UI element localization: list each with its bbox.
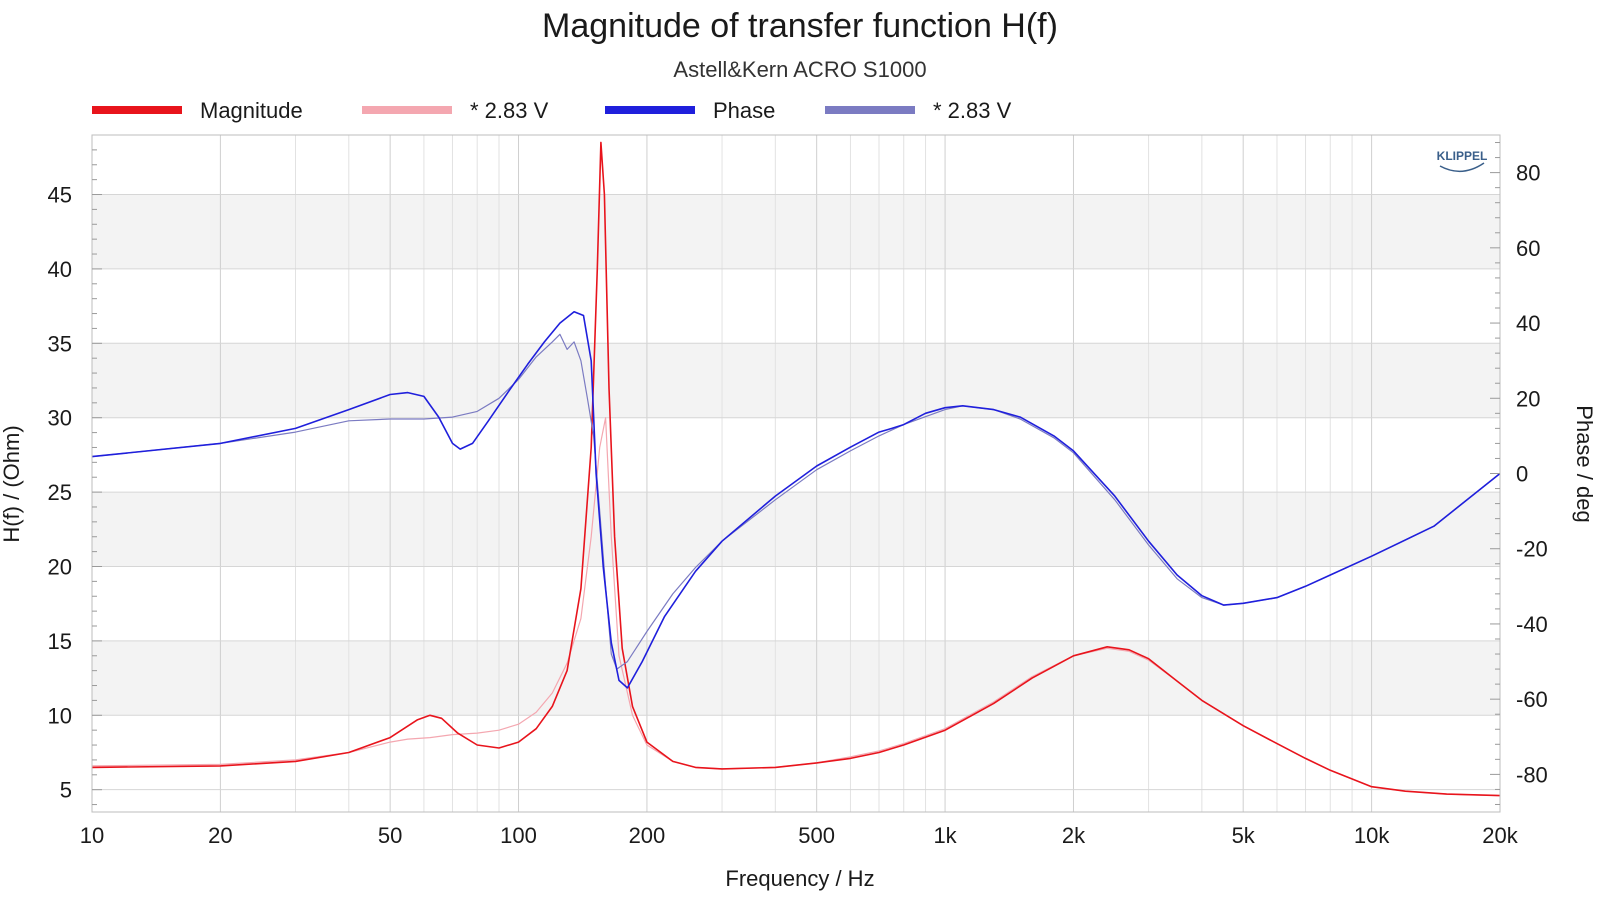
y-right-tick-label: -20 bbox=[1516, 537, 1548, 562]
y-right-tick-label: 60 bbox=[1516, 236, 1540, 261]
grid bbox=[91, 135, 1501, 812]
x-tick-label: 1k bbox=[933, 823, 957, 848]
y-right-tick-label: 0 bbox=[1516, 462, 1528, 487]
series-group bbox=[91, 141, 1501, 797]
y-left-tick-label: 15 bbox=[48, 629, 72, 654]
y-left-tick-label: 25 bbox=[48, 480, 72, 505]
plot-band bbox=[92, 492, 1500, 567]
chart-subtitle: Astell&Kern ACRO S1000 bbox=[673, 57, 926, 82]
y-axis-right-label: Phase / deg bbox=[1572, 405, 1597, 522]
y-right-tick-label: 40 bbox=[1516, 311, 1540, 336]
x-tick-label: 500 bbox=[798, 823, 835, 848]
x-tick-label: 10 bbox=[80, 823, 104, 848]
y-axis-right-ticks: -80 -60 -40 -20 0 20 40 60 80 bbox=[1516, 161, 1548, 788]
plot-band bbox=[92, 640, 1500, 716]
x-tick-label: 200 bbox=[629, 823, 666, 848]
y-left-tick-label: 40 bbox=[48, 257, 72, 282]
y-right-tick-label: 20 bbox=[1516, 386, 1540, 411]
y-right-tick-label: -60 bbox=[1516, 687, 1548, 712]
x-tick-label: 50 bbox=[378, 823, 402, 848]
plot-frame bbox=[91, 134, 1501, 813]
y-axis-left-ticks: 5 10 15 20 25 30 35 40 45 bbox=[48, 183, 72, 803]
y-left-tick-label: 30 bbox=[48, 406, 72, 431]
legend-label: * 2.83 V bbox=[933, 98, 1012, 123]
x-axis-ticks: 10 20 50 100 200 500 1k 2k 5k 10k 20k bbox=[80, 823, 1519, 848]
chart-title: Magnitude of transfer function H(f) bbox=[542, 7, 1058, 45]
plot-band bbox=[92, 343, 1500, 418]
x-tick-label: 2k bbox=[1062, 823, 1086, 848]
y-left-tick-label: 35 bbox=[48, 331, 72, 356]
y-left-tick-label: 20 bbox=[48, 554, 72, 579]
x-tick-label: 10k bbox=[1354, 823, 1390, 848]
series-line-1 bbox=[91, 141, 1501, 797]
plot-band bbox=[92, 194, 1500, 269]
x-tick-label: 20 bbox=[208, 823, 232, 848]
y-left-tick-label: 5 bbox=[60, 778, 72, 803]
plot-background bbox=[92, 135, 1500, 812]
y-right-tick-label: 80 bbox=[1516, 161, 1540, 186]
legend: Magnitude * 2.83 V Phase * 2.83 V bbox=[92, 98, 1012, 123]
y-right-tick-label: -80 bbox=[1516, 762, 1548, 787]
series-line-3 bbox=[91, 311, 1501, 689]
y-axis-left-label: H(f) / (Ohm) bbox=[0, 425, 24, 542]
x-tick-label: 20k bbox=[1482, 823, 1518, 848]
x-tick-label: 5k bbox=[1232, 823, 1256, 848]
y-left-tick-label: 10 bbox=[48, 703, 72, 728]
x-tick-label: 100 bbox=[500, 823, 537, 848]
legend-label: Phase bbox=[713, 98, 775, 123]
y-right-tick-label: -40 bbox=[1516, 612, 1548, 637]
legend-label: * 2.83 V bbox=[470, 98, 549, 123]
x-axis-label: Frequency / Hz bbox=[725, 866, 874, 891]
klippel-logo-text: KLIPPEL bbox=[1437, 149, 1488, 163]
series-line-4 bbox=[91, 333, 1501, 670]
y-left-tick-label: 45 bbox=[48, 183, 72, 208]
klippel-logo: KLIPPEL bbox=[1437, 149, 1488, 172]
legend-label: Magnitude bbox=[200, 98, 303, 123]
klippel-logo-swoosh bbox=[1439, 162, 1485, 172]
